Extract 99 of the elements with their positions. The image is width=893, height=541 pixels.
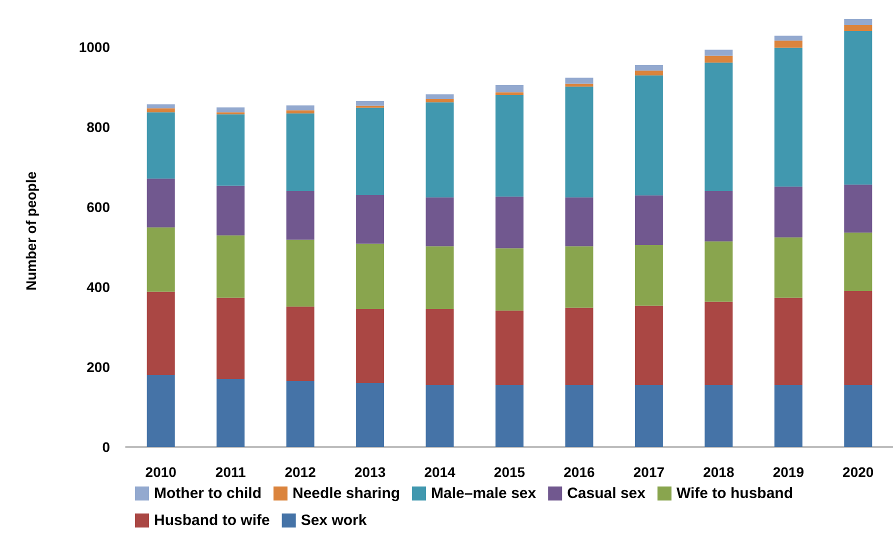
x-tick-label: 2010 [145, 464, 177, 480]
bar [634, 306, 663, 385]
bar [704, 191, 733, 242]
bar [844, 291, 872, 385]
y-tick-label: 600 [86, 199, 110, 215]
legend-label: Casual sex [567, 485, 646, 502]
bar [286, 191, 314, 240]
bar [774, 298, 802, 385]
bar [704, 241, 733, 302]
x-tick-label: 2012 [284, 464, 316, 480]
bar [634, 245, 663, 306]
legend-label: Wife to husband [676, 485, 794, 502]
bar [286, 113, 314, 191]
bar [774, 186, 802, 238]
bar [426, 309, 454, 385]
bar [496, 196, 524, 248]
x-tick-label: 2015 [494, 464, 526, 480]
bar [216, 114, 245, 186]
bar [146, 112, 175, 179]
bar [565, 78, 594, 84]
bar [496, 95, 524, 197]
legend-label: Needle sharing [292, 485, 400, 502]
bar [565, 385, 594, 447]
bar [216, 107, 245, 112]
x-tick-label: 2019 [772, 464, 804, 480]
bar [496, 85, 524, 92]
bar [146, 104, 175, 108]
bar [426, 99, 454, 102]
bar [774, 385, 802, 447]
bar [704, 385, 733, 447]
y-tick-label: 400 [86, 279, 110, 295]
x-tick-label: 2014 [424, 464, 456, 480]
legend-label: Husband to wife [154, 512, 270, 529]
bar [844, 25, 872, 31]
bar [496, 248, 524, 311]
bar [774, 48, 802, 187]
bar [426, 197, 454, 246]
bar [634, 385, 663, 447]
bar [216, 186, 245, 236]
bar [844, 232, 872, 291]
bar [356, 309, 384, 383]
bar [774, 36, 802, 41]
x-tick-label: 2013 [354, 464, 386, 480]
bar [216, 298, 245, 379]
bar [426, 385, 454, 447]
bar [356, 108, 384, 195]
y-tick-label: 200 [86, 359, 110, 375]
y-tick-label: 800 [86, 119, 110, 135]
legend-label: Mother to child [154, 485, 262, 502]
y-tick-label: 1000 [78, 39, 110, 55]
bar [844, 184, 872, 233]
bar [286, 105, 314, 110]
bar [565, 197, 594, 246]
bar [774, 40, 802, 48]
x-tick-label: 2020 [842, 464, 874, 480]
bar [704, 50, 733, 56]
legend-label: Male–male sex [431, 485, 537, 502]
bar [356, 383, 384, 447]
x-tick-label: 2011 [215, 464, 246, 480]
bar [286, 240, 314, 307]
bar [356, 101, 384, 106]
bar [704, 56, 733, 63]
bar [704, 302, 733, 385]
bar [216, 379, 245, 447]
bar [496, 310, 524, 385]
bar [774, 237, 802, 298]
bar [565, 246, 594, 308]
legend-label: Sex work [300, 512, 368, 529]
bar [426, 246, 454, 309]
bar [426, 94, 454, 99]
bar [146, 375, 175, 447]
y-axis-title: Number of people [23, 171, 39, 291]
bar [844, 31, 872, 185]
bar [146, 108, 175, 112]
bar [286, 306, 314, 381]
bar [496, 92, 524, 95]
bar [565, 308, 594, 385]
bar [704, 62, 733, 191]
bar [146, 178, 175, 228]
x-tick-label: 2016 [564, 464, 596, 480]
bar [634, 75, 663, 196]
bar [844, 385, 872, 447]
bar [496, 385, 524, 447]
bar [844, 19, 872, 25]
bar [286, 110, 314, 114]
x-tick-label: 2017 [633, 464, 665, 480]
bar [565, 86, 594, 198]
x-tick-label: 2018 [703, 464, 734, 480]
bar [286, 381, 314, 447]
bar [146, 292, 175, 375]
bar [216, 235, 245, 298]
bar [356, 244, 384, 309]
bar [146, 227, 175, 292]
y-tick-label: 0 [102, 439, 110, 455]
bar [356, 195, 384, 244]
bar [634, 65, 663, 71]
bar [634, 70, 663, 76]
bar [634, 195, 663, 245]
bar [426, 102, 454, 198]
